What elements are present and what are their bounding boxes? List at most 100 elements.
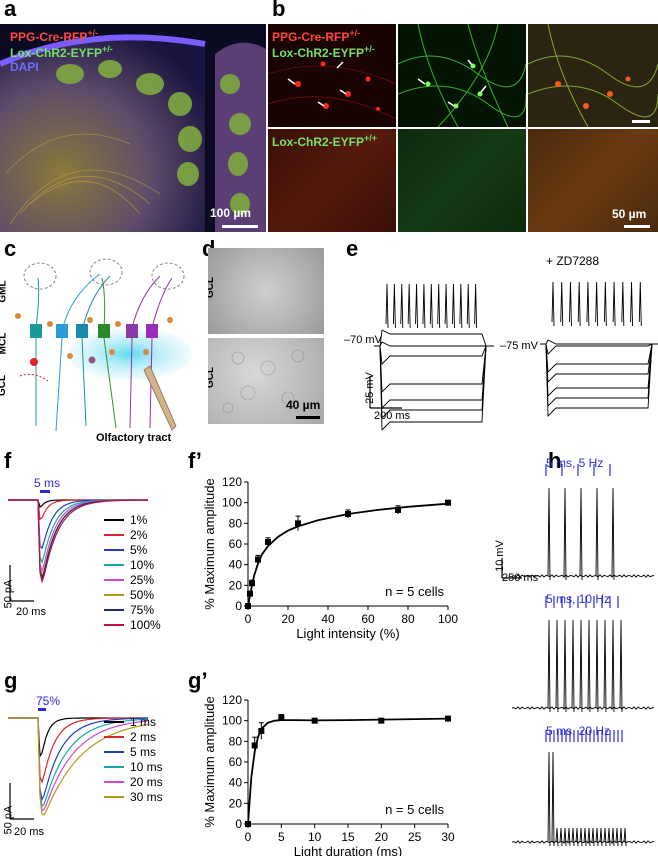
traces-h-10hz-spike — [563, 619, 567, 713]
micrograph-d-scalebar-label: 40 µm — [286, 398, 321, 412]
panel-label-f2: f’ — [188, 448, 202, 473]
legend-label: 50% — [130, 587, 155, 602]
panel-label-b: b — [272, 0, 286, 21]
chart-f2-ytick-label: 80 — [229, 516, 243, 530]
traces-h-20hz-spike — [547, 751, 551, 847]
traces-e-right-step-trace — [540, 343, 658, 418]
chart-f2-point — [247, 590, 253, 597]
micrograph-b-red-top: PPG-Cre-RFP+/- Lox-ChR2-EYFP+/- — [268, 24, 396, 127]
traces-e-scalebar — [369, 376, 402, 409]
traces-h-5hz-spike — [547, 487, 551, 581]
traces-e-v1: –70 mV — [344, 334, 382, 346]
chart-g2-xtick-label: 15 — [341, 830, 355, 844]
chart-g2-point — [245, 821, 251, 827]
micrograph-a-label-3: DAPI — [10, 60, 39, 74]
traces-h-20hz-spike — [555, 827, 559, 847]
chart-g2-ytick-label: 20 — [229, 796, 243, 810]
legend-entry: 25% — [104, 572, 161, 587]
micrograph-d-top-label: GCL — [208, 276, 217, 299]
legend-swatch — [104, 795, 124, 798]
micrograph-b-merge-top-image — [528, 24, 658, 127]
micrograph-a: PPG-Cre-RFP+/- Lox-ChR2-EYFP+/- DAPI 100… — [0, 24, 266, 232]
traces-h-20hz-spike — [571, 827, 575, 847]
traces-h-scale-t: 250 ms — [502, 572, 539, 584]
traces-g-stim: 75% — [36, 694, 61, 708]
traces-e-left-step-trace — [374, 345, 494, 394]
traces-h-20hz-spike — [551, 751, 555, 847]
chart-f2-annotation: n = 5 cells — [385, 584, 444, 599]
traces-e-v2: –75 mV — [500, 340, 538, 352]
traces-g: 75% 50 pA 20 ms 1 ms 2 ms 5 ms 10 ms 20 ms 30… — [0, 694, 186, 844]
traces-h-20hz-spike — [579, 827, 583, 847]
micrograph-b-scalebar-label: 50 µm — [612, 207, 647, 221]
legend-swatch — [104, 533, 124, 536]
traces-g-legend: 1 ms 2 ms 5 ms 10 ms 20 ms 30 ms — [104, 714, 163, 804]
traces-e-right-step-trace — [540, 343, 658, 355]
traces-h-20hz-spike — [591, 827, 595, 847]
legend-entry: 1 ms — [104, 714, 163, 729]
traces-e-right-spike — [603, 281, 607, 327]
legend-swatch — [104, 750, 124, 753]
traces-h-20hz-spike — [611, 827, 615, 847]
legend-swatch — [104, 720, 124, 723]
svg-f-trace — [8, 499, 148, 584]
legend-label: 10 ms — [130, 759, 163, 774]
micrograph-b-merge-bottom: 50 µm — [528, 129, 658, 232]
traces-h-20hz-spike — [559, 827, 563, 847]
legend-entry: 75% — [104, 602, 161, 617]
micrograph-b-top-scalebar — [632, 120, 650, 123]
legend-label: 100% — [130, 617, 161, 632]
traces-h-10hz-spike — [579, 619, 583, 713]
chart-g2-xlabel: Light duration (ms) — [294, 844, 402, 856]
traces-e-left-spike — [407, 283, 411, 329]
chart-f2-point — [265, 538, 271, 545]
legend-label: 5 ms — [130, 744, 157, 759]
micrograph-a-image — [0, 34, 266, 232]
micrograph-d-scalebar — [296, 416, 320, 419]
chart-g2-ytick-label: 120 — [222, 693, 242, 707]
panel-label-f: f — [4, 448, 12, 473]
legend-entry: 20 ms — [104, 774, 163, 789]
chart-g2-xtick-label: 30 — [441, 830, 455, 844]
legend-label: 1 ms — [130, 714, 157, 729]
chart-g2-svg: 0 20 40 60 80 100 120 0 5 10 15 20 25 30 Light duratio… — [202, 693, 455, 859]
traces-h-5hz-spike — [563, 487, 567, 581]
chart-g2-ytick-label: 60 — [229, 755, 243, 769]
chart-g2-ylabel: % Maximum amplitude — [202, 696, 217, 828]
schematic-tract-label: Olfactory tract — [96, 432, 172, 444]
chart-f2-point — [245, 603, 251, 609]
traces-e-right-spike — [612, 281, 616, 327]
traces-h-20hz-spike — [599, 827, 603, 847]
svg-g-trace — [8, 717, 149, 802]
traces-h-5hz-spike — [579, 487, 583, 581]
micrograph-d-top: GCL — [208, 248, 324, 334]
chart-f2-point — [445, 499, 451, 506]
traces-e-svg — [369, 281, 658, 432]
micrograph-b-red-bottom: Lox-ChR2-EYFP+/+ — [268, 129, 396, 232]
chart-g2-point — [278, 714, 285, 721]
chart-f2-ytick-label: 60 — [229, 537, 243, 551]
legend-label: 1% — [130, 512, 148, 527]
traces-e-right-step-trace — [540, 343, 658, 398]
traces-h-title-1: 5 ms, 5 Hz — [546, 456, 604, 470]
chart-g2-point — [258, 728, 265, 734]
chart-f2-ytick-label: 40 — [229, 558, 243, 572]
legend-label: 10% — [130, 557, 155, 572]
micrograph-b-bottom-scalebar — [624, 225, 650, 228]
panel-label-g2: g’ — [188, 668, 208, 693]
traces-e-right-spike — [586, 281, 590, 327]
traces-h-10hz-spike — [595, 619, 599, 713]
traces-e-left-spike — [444, 283, 448, 329]
micrograph-a-scalebar-label: 100 µm — [210, 206, 251, 220]
traces-h-20hz-spike — [587, 827, 591, 847]
traces-e-right-step-trace — [540, 339, 658, 345]
legend-entry: 1% — [104, 512, 161, 527]
traces-e-right-spike — [560, 281, 564, 327]
chart-f2-point — [255, 556, 261, 563]
traces-f-stim: 5 ms — [34, 476, 61, 490]
traces-e-right-spike — [569, 281, 572, 327]
traces-e-left-spike — [429, 283, 433, 329]
legend-label: 25% — [130, 572, 155, 587]
chart-f2-xtick-label: 60 — [361, 612, 375, 626]
legend-swatch — [104, 780, 124, 783]
